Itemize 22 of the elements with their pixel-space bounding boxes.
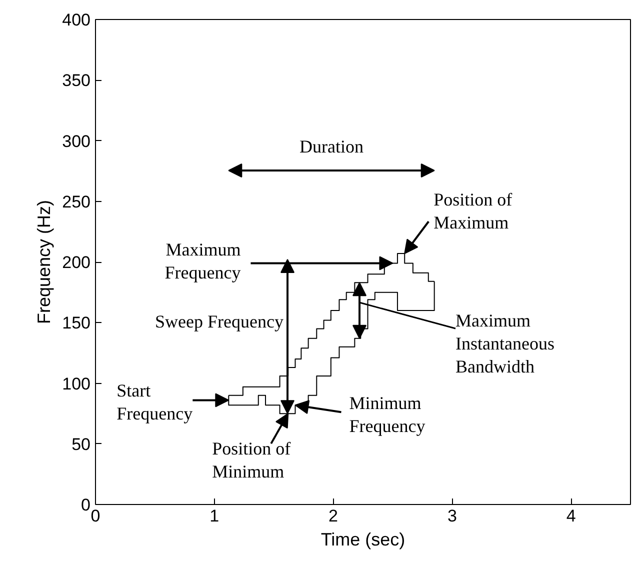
- y-tick-label: 300: [62, 132, 91, 151]
- y-tick-label: 350: [62, 71, 91, 90]
- y-tick-label: 400: [62, 10, 91, 30]
- x-tick-label: 1: [210, 506, 220, 526]
- annotation: Sweep Frequency: [155, 312, 284, 332]
- annotation: Position of Maximum: [434, 190, 512, 233]
- annotation: Position of Minimum: [212, 438, 291, 482]
- y-tick-label: 100: [62, 374, 91, 394]
- annotation: Duration: [300, 136, 364, 156]
- x-axis-title: Time (sec): [320, 530, 406, 550]
- y-tick-label: 250: [62, 192, 91, 212]
- y-tick-label: 50: [72, 434, 91, 454]
- x-tick-label: 3: [447, 506, 457, 526]
- y-tick-label: 200: [62, 253, 91, 272]
- x-tick-label: 2: [328, 506, 338, 526]
- annotation: Maximum Frequency: [164, 240, 241, 283]
- annotation: Start Frequency: [116, 380, 193, 424]
- y-tick-label: 150: [62, 314, 91, 333]
- annotation: Minimum Frequency: [349, 393, 426, 436]
- annotation: Maximum Instantaneous Bandwidth: [456, 310, 554, 376]
- x-tick-label: 4: [566, 506, 576, 526]
- y-axis-title: Frequency (Hz): [34, 200, 54, 324]
